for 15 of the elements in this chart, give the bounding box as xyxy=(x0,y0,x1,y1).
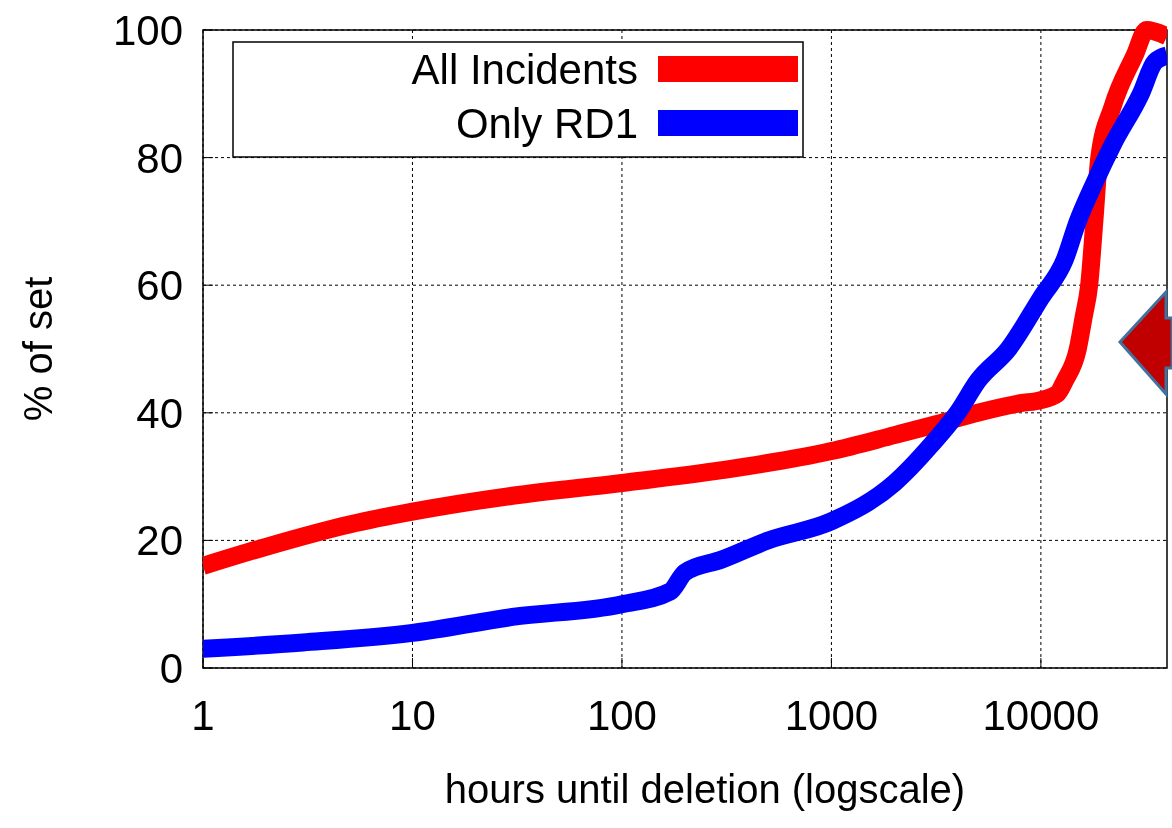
y-tick-label: 40 xyxy=(136,389,183,437)
y-tick-label: 80 xyxy=(136,134,183,182)
y-tick-label: 20 xyxy=(136,517,183,565)
x-tick-label: 10000 xyxy=(982,692,1100,739)
legend-label: All Incidents xyxy=(411,46,638,93)
x-tick-label: 100 xyxy=(586,692,657,739)
y-axis-title: % of set xyxy=(16,276,60,422)
x-axis-title: hours until deletion (logscale) xyxy=(444,767,966,811)
y-tick-label: 100 xyxy=(112,7,183,54)
y-tick-label: 60 xyxy=(136,262,183,310)
legend-label: Only RD1 xyxy=(455,100,638,147)
x-tick-label: 1 xyxy=(191,692,215,739)
x-tick-label: 10 xyxy=(389,692,436,739)
y-tick-label: 0 xyxy=(159,645,183,692)
x-tick-label: 1000 xyxy=(784,692,879,739)
